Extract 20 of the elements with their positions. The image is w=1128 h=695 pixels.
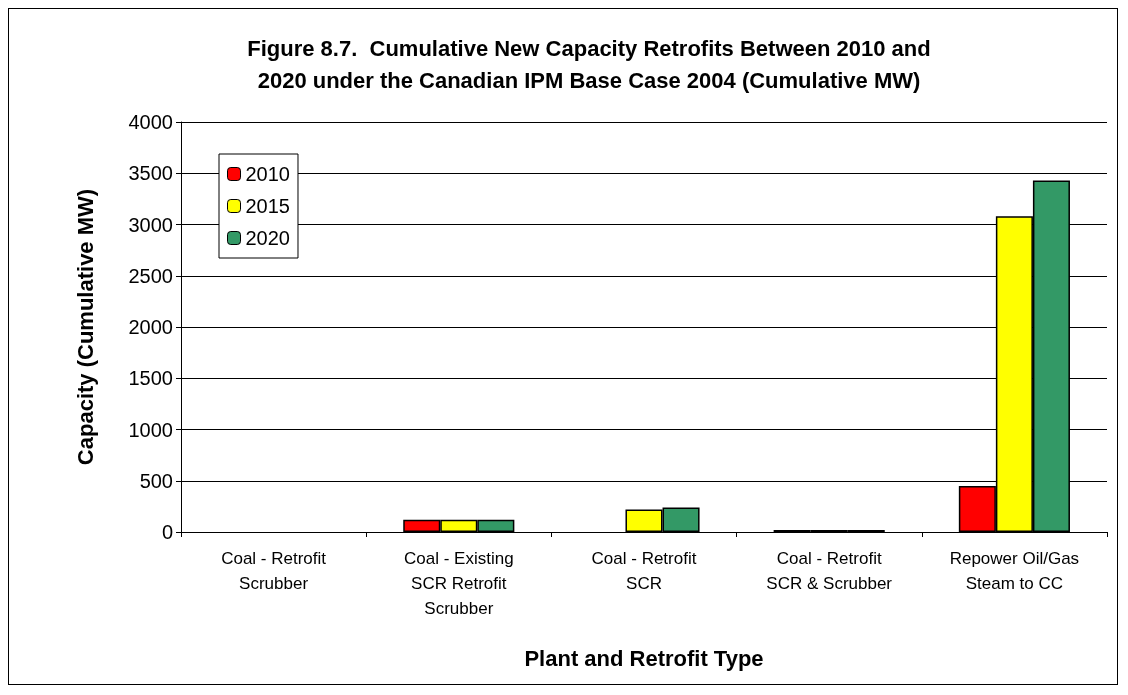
- y-tick-label: 1500: [128, 367, 173, 390]
- y-axis-title: Capacity (Cumulative MW): [72, 188, 98, 466]
- legend-label: 2020: [245, 227, 290, 249]
- x-tick-label: Coal - Retrofit SCR: [591, 549, 697, 593]
- legend-label: 2015: [245, 195, 290, 217]
- x-tick-label: Coal - Existing SCR Retrofit Scrubber: [404, 549, 514, 618]
- y-tick-label: 3000: [128, 213, 173, 236]
- y-tick-label: 1000: [128, 418, 173, 441]
- x-axis-title: Plant and Retrofit Type: [524, 645, 764, 671]
- y-tick-label: 0: [161, 521, 173, 543]
- chart-title: Figure 8.7. Cumulative New Capacity Retrofits Between 2010 and 2020 under the Canadian IPM Base Case 2004 (Cumulative MW): [247, 35, 931, 93]
- y-tick-label: 500: [139, 469, 173, 492]
- y-tick-label: 2500: [128, 264, 173, 287]
- legend-label: 2010: [245, 163, 290, 185]
- y-tick-label: 4000: [128, 111, 173, 133]
- x-tick-label: Coal - Retrofit SCR & Scrubber: [766, 549, 893, 593]
- y-tick-label: 2000: [128, 316, 173, 338]
- x-tick-label: Coal - Retrofit Scrubber: [221, 549, 327, 593]
- y-tick-label: 3500: [128, 162, 173, 185]
- x-tick-label: Repower Oil/Gas Steam to CC: [949, 549, 1080, 593]
